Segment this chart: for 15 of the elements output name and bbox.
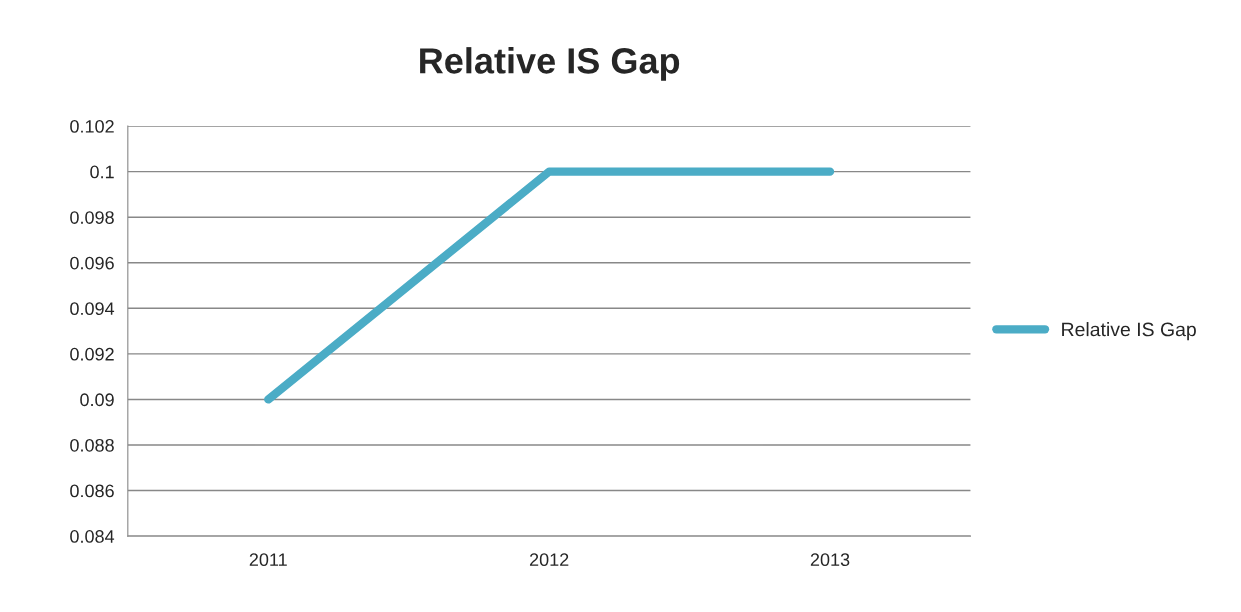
x-tick-label: 2013 — [810, 553, 850, 567]
y-tick-label: 0.09 — [80, 393, 114, 407]
y-tick-label: 0.102 — [70, 120, 114, 133]
y-tick-label: 0.092 — [70, 347, 114, 361]
y-tick-label: 0.088 — [70, 438, 114, 452]
x-tick-label: 2011 — [249, 553, 287, 567]
chart-title: Relative IS Gap — [420, 47, 680, 81]
y-tick-label: 0.086 — [70, 484, 114, 498]
legend-label: Relative IS Gap — [1062, 322, 1196, 341]
y-tick-label: 0.094 — [70, 302, 115, 316]
y-tick-label: 0.098 — [70, 211, 114, 224]
y-tick-label: 0.084 — [70, 530, 115, 543]
x-tick-label: 2012 — [529, 553, 569, 567]
y-tick-label: 0.096 — [70, 256, 114, 270]
y-tick-label: 0.1 — [90, 165, 114, 179]
